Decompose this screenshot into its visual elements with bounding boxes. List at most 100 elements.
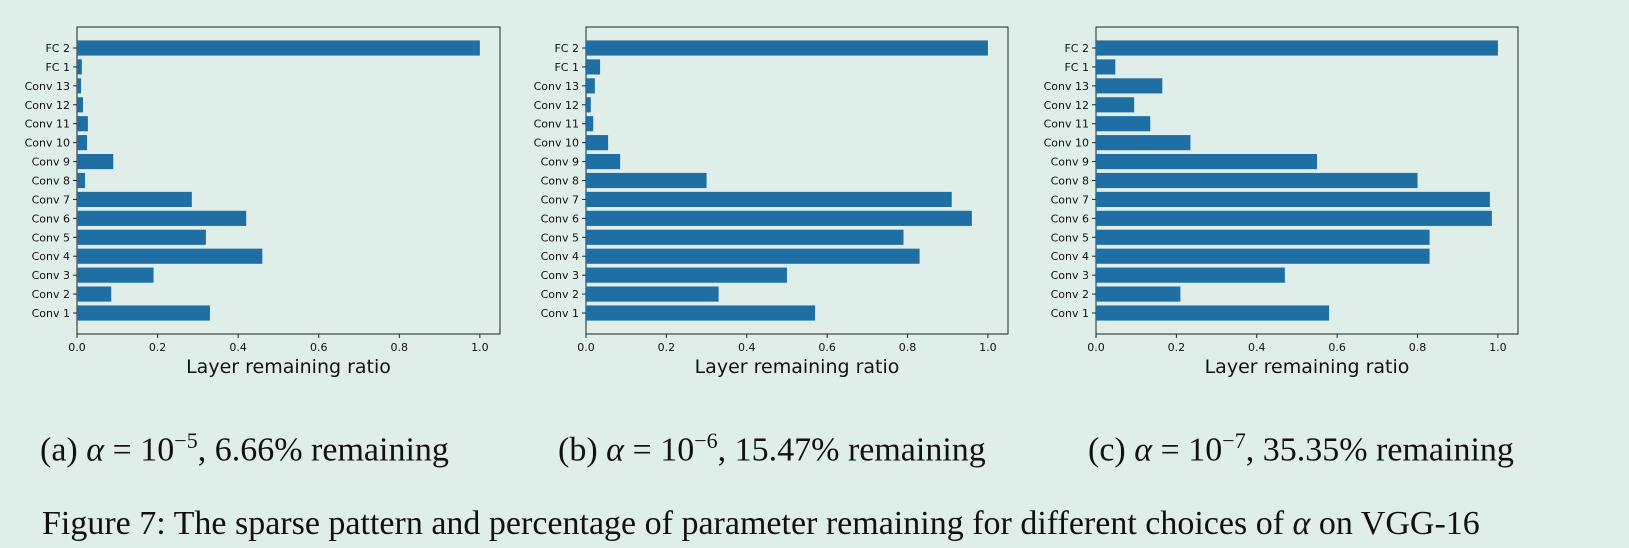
bar-a-conv-7 bbox=[77, 191, 192, 207]
ytick-label-a-7: Conv 8 bbox=[32, 175, 70, 188]
bar-b-conv-11 bbox=[586, 116, 594, 132]
ytick-label-b-10: Conv 11 bbox=[534, 118, 579, 131]
bar-b-conv-7 bbox=[586, 191, 952, 207]
ytick-label-b-12: Conv 13 bbox=[534, 80, 579, 93]
figure-caption: Figure 7: The sparse pattern and percent… bbox=[42, 505, 1480, 543]
bar-b-conv-3 bbox=[586, 267, 787, 283]
bar-c-fc-1 bbox=[1096, 59, 1116, 75]
ytick-label-b-9: Conv 10 bbox=[534, 137, 579, 150]
subcaption-b-prefix: (b) bbox=[558, 431, 607, 469]
subcaption-c-equals: = 10 bbox=[1152, 431, 1223, 469]
ytick-label-a-10: Conv 11 bbox=[25, 118, 70, 131]
subcaption-b-alpha: α bbox=[606, 431, 625, 469]
ytick-label-a-2: Conv 3 bbox=[32, 269, 70, 282]
bar-c-conv-1 bbox=[1096, 305, 1330, 321]
bar-b-conv-8 bbox=[586, 172, 707, 189]
bar-a-conv-11 bbox=[77, 116, 88, 132]
bar-c-conv-12 bbox=[1096, 97, 1135, 113]
bar-c-conv-8 bbox=[1096, 172, 1418, 189]
xtick-label-c-5: 1.0 bbox=[1489, 341, 1507, 354]
bar-a-conv-9 bbox=[77, 154, 114, 170]
ytick-label-c-4: Conv 5 bbox=[1051, 231, 1089, 244]
xtick-label-c-3: 0.6 bbox=[1328, 341, 1346, 354]
ytick-label-c-0: Conv 1 bbox=[1051, 307, 1089, 320]
xtick-label-c-4: 0.8 bbox=[1409, 341, 1427, 354]
bar-b-conv-6 bbox=[586, 210, 972, 226]
ytick-label-a-5: Conv 6 bbox=[32, 212, 70, 225]
bar-a-conv-10 bbox=[77, 135, 88, 151]
xtick-label-c-2: 0.4 bbox=[1248, 341, 1266, 354]
xtick-label-b-5: 1.0 bbox=[979, 341, 997, 354]
bar-a-conv-6 bbox=[77, 210, 247, 226]
bar-a-conv-8 bbox=[77, 172, 86, 189]
ytick-label-c-3: Conv 4 bbox=[1051, 250, 1089, 263]
xaxis-title-c: Layer remaining ratio bbox=[1205, 356, 1410, 378]
subcaption-b-equals: = 10 bbox=[624, 431, 695, 469]
bar-b-fc-1 bbox=[586, 59, 601, 75]
ytick-label-b-11: Conv 12 bbox=[534, 99, 579, 112]
xtick-label-a-5: 1.0 bbox=[471, 341, 489, 354]
bar-a-conv-13 bbox=[77, 78, 82, 94]
figure-caption-before: Figure 7: The sparse pattern and percent… bbox=[42, 505, 1293, 542]
ytick-label-a-3: Conv 4 bbox=[32, 250, 70, 263]
xtick-label-a-2: 0.4 bbox=[229, 341, 247, 354]
subcaption-a-suffix: , 6.66% remaining bbox=[197, 431, 449, 469]
xtick-label-a-0: 0.0 bbox=[68, 341, 86, 354]
xtick-label-b-3: 0.6 bbox=[818, 341, 836, 354]
subcaption-b-exponent: −6 bbox=[694, 428, 718, 453]
bar-b-conv-10 bbox=[586, 135, 609, 151]
ytick-label-c-2: Conv 3 bbox=[1051, 269, 1089, 282]
ytick-label-b-7: Conv 8 bbox=[541, 175, 579, 188]
bar-b-conv-2 bbox=[586, 286, 719, 302]
bar-c-conv-13 bbox=[1096, 78, 1163, 94]
figure-caption-alpha: α bbox=[1292, 505, 1311, 542]
xtick-label-a-1: 0.2 bbox=[149, 341, 167, 354]
xtick-label-a-4: 0.8 bbox=[391, 341, 409, 354]
ytick-label-c-10: Conv 11 bbox=[1044, 118, 1089, 131]
figure-charts: Conv 1 Conv 2 Conv 3 Conv 4 Conv 5 Conv 6 Conv… bbox=[25, 26, 1519, 378]
xaxis-title-a: Layer remaining ratio bbox=[186, 356, 391, 378]
ytick-label-c-1: Conv 2 bbox=[1051, 288, 1089, 301]
subcaption-a-exponent: −5 bbox=[174, 428, 198, 453]
subcaption-c-exponent: −7 bbox=[1222, 428, 1246, 453]
bar-a-conv-2 bbox=[77, 286, 112, 302]
ytick-label-b-3: Conv 4 bbox=[541, 250, 579, 263]
ytick-label-a-14: FC 2 bbox=[45, 42, 70, 55]
bar-a-conv-4 bbox=[77, 248, 263, 264]
bar-b-conv-5 bbox=[586, 229, 904, 245]
figure-caption-after: on VGG-16 bbox=[1310, 505, 1480, 542]
bar-c-conv-10 bbox=[1096, 135, 1191, 151]
subcaption-c-alpha: α bbox=[1134, 431, 1153, 469]
bar-c-conv-3 bbox=[1096, 267, 1285, 283]
bar-c-conv-11 bbox=[1096, 116, 1151, 132]
xtick-label-b-2: 0.4 bbox=[738, 341, 756, 354]
subcaption-a: (a) α = 10−5, 6.66% remaining bbox=[40, 428, 449, 469]
bar-c-conv-7 bbox=[1096, 191, 1490, 207]
subcaption-c-prefix: (c) bbox=[1088, 431, 1135, 469]
ytick-label-a-11: Conv 12 bbox=[25, 99, 70, 112]
ytick-label-c-6: Conv 7 bbox=[1051, 193, 1089, 206]
bar-a-conv-12 bbox=[77, 97, 84, 113]
bar-c-fc-2 bbox=[1096, 40, 1498, 56]
subcaption-a-equals: = 10 bbox=[104, 431, 175, 469]
bar-a-conv-1 bbox=[77, 305, 210, 321]
subcaption-c-suffix: , 35.35% remaining bbox=[1245, 431, 1514, 469]
bar-c-conv-9 bbox=[1096, 154, 1318, 170]
xtick-label-a-3: 0.6 bbox=[310, 341, 328, 354]
ytick-label-c-13: FC 1 bbox=[1064, 61, 1089, 74]
ytick-label-a-1: Conv 2 bbox=[32, 288, 70, 301]
ytick-label-c-12: Conv 13 bbox=[1044, 80, 1089, 93]
ytick-label-b-6: Conv 7 bbox=[541, 193, 579, 206]
xaxis-title-b: Layer remaining ratio bbox=[695, 356, 900, 378]
xtick-label-c-1: 0.2 bbox=[1168, 341, 1186, 354]
bar-c-conv-6 bbox=[1096, 210, 1492, 226]
subcaption-a-prefix: (a) bbox=[40, 431, 87, 469]
bar-b-fc-2 bbox=[586, 40, 988, 56]
ytick-label-a-6: Conv 7 bbox=[32, 193, 70, 206]
ytick-label-b-5: Conv 6 bbox=[541, 212, 579, 225]
ytick-label-c-14: FC 2 bbox=[1064, 42, 1089, 55]
bar-a-conv-5 bbox=[77, 229, 206, 245]
subcaption-b-suffix: , 15.47% remaining bbox=[717, 431, 986, 469]
bar-a-fc-2 bbox=[77, 40, 480, 56]
ytick-label-b-13: FC 1 bbox=[554, 61, 579, 74]
